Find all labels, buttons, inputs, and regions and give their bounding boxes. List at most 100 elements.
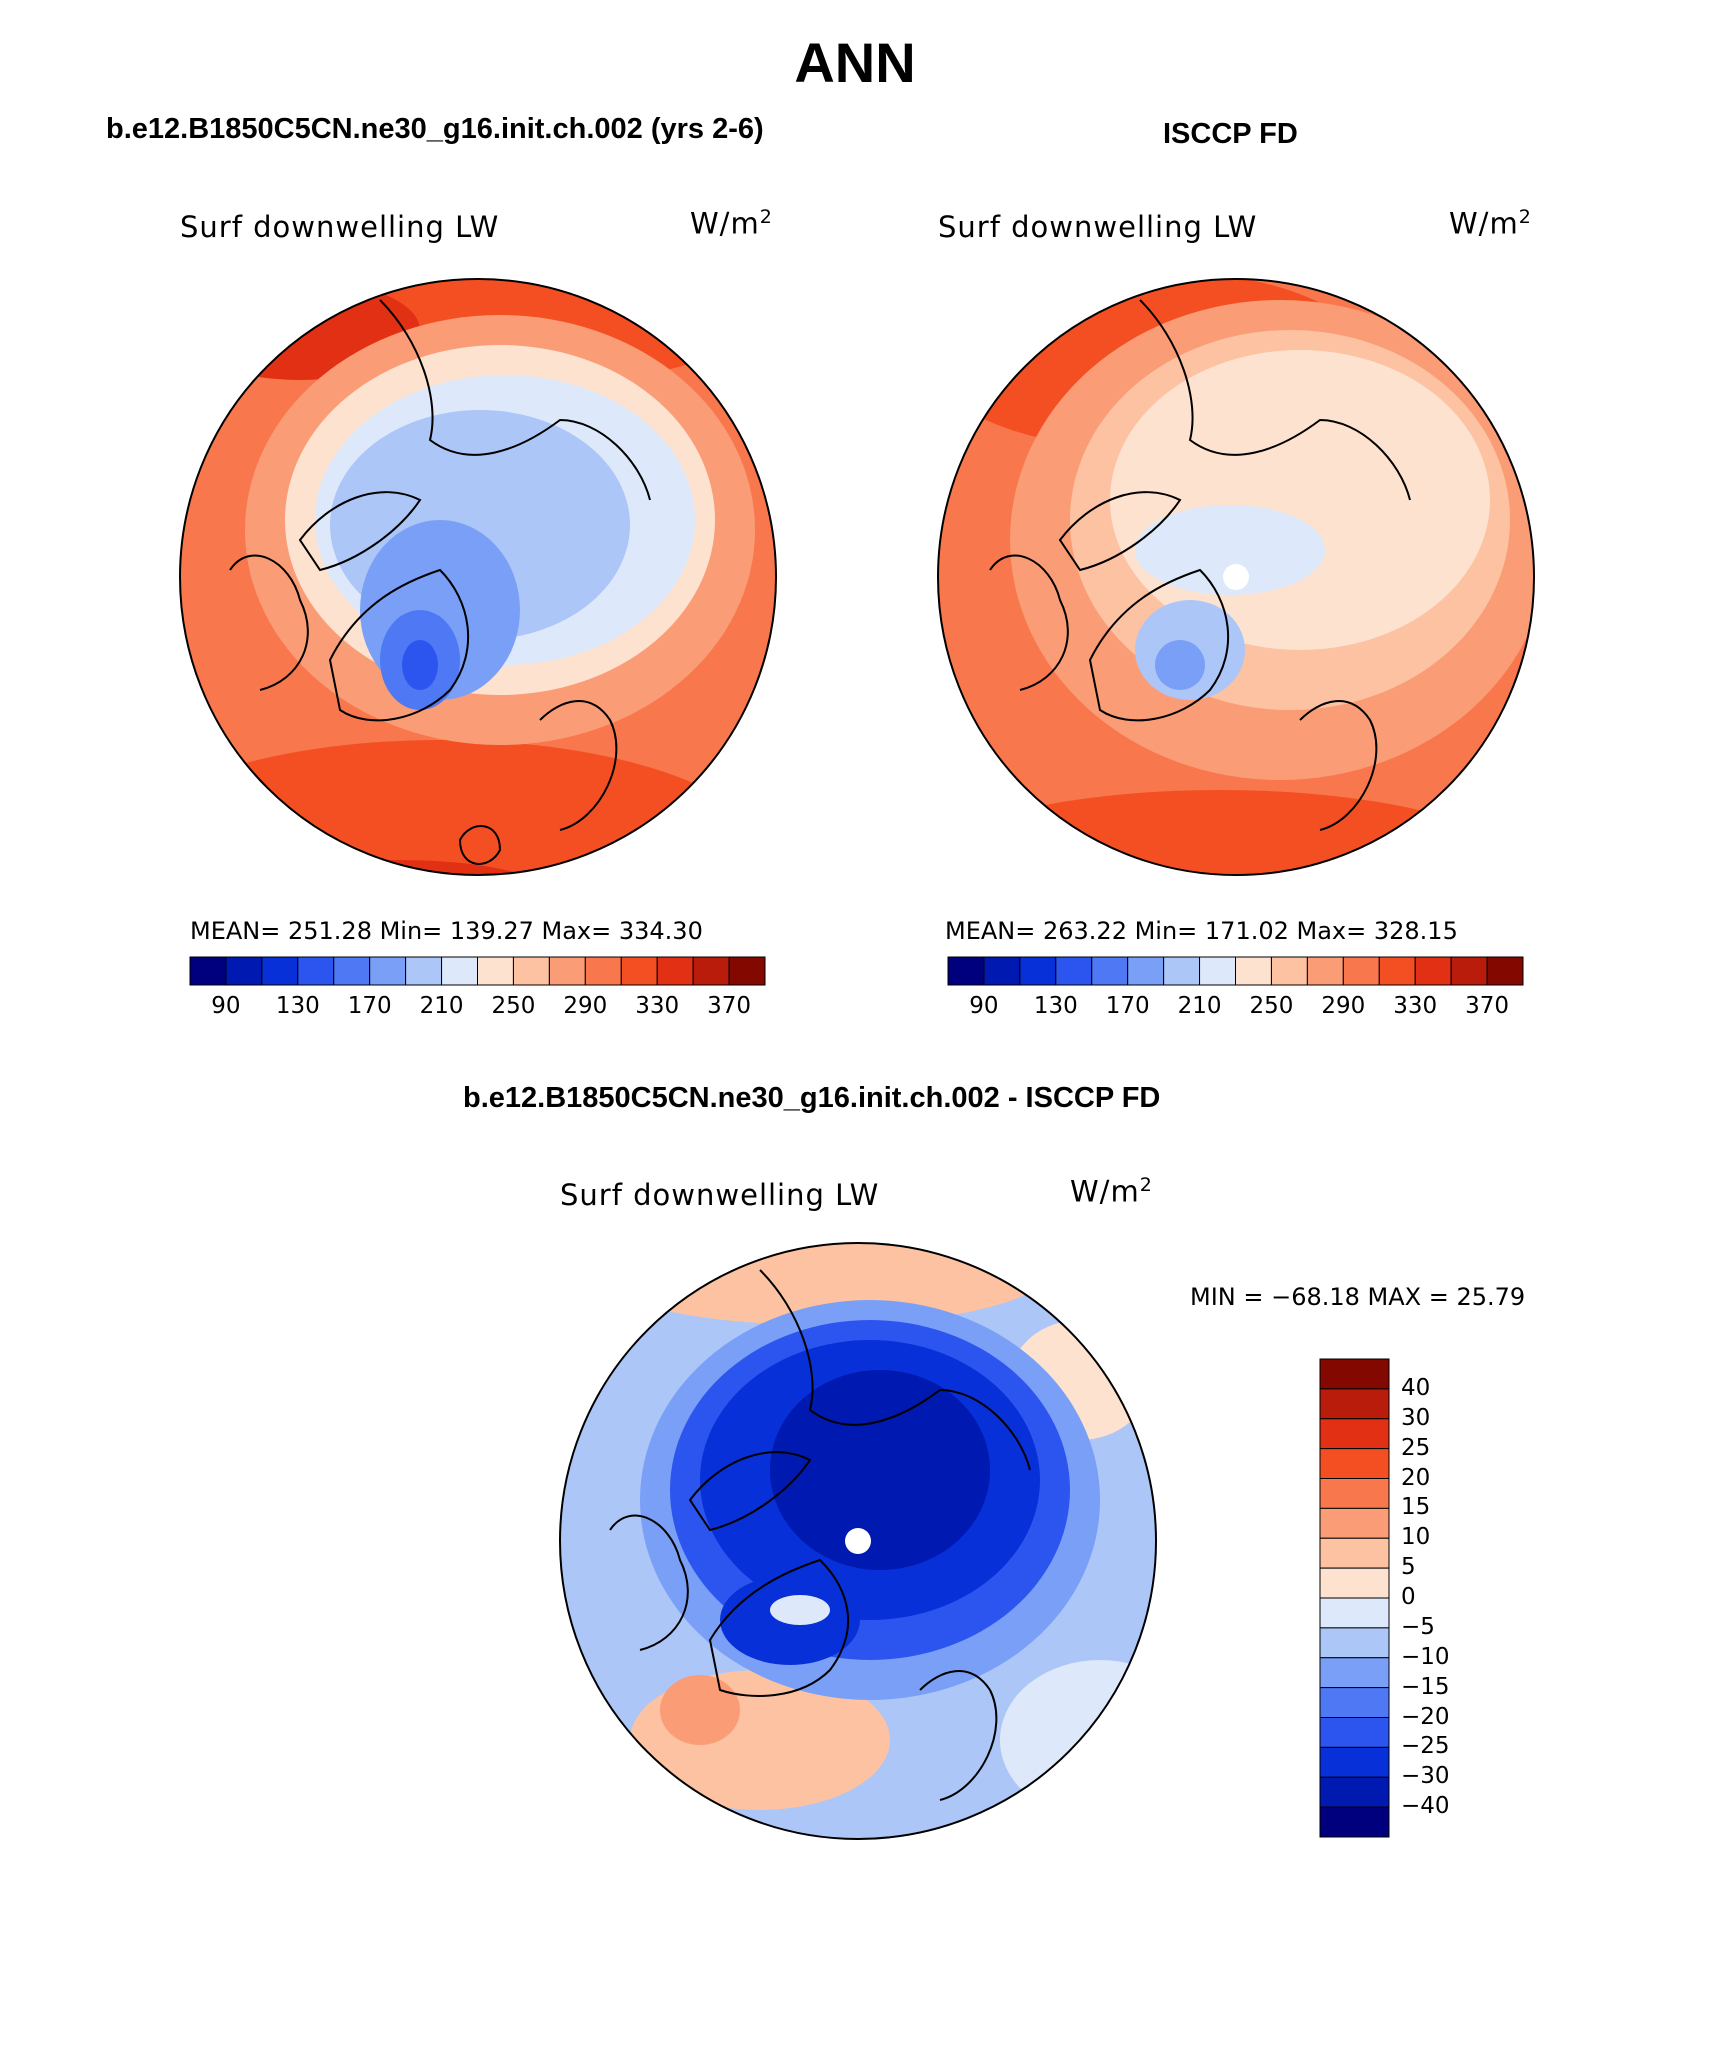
diff-colorbar-cell — [1319, 1537, 1390, 1569]
obs-colorbar-cell — [1235, 956, 1272, 986]
obs-stats: MEAN= 263.22 Min= 171.02 Max= 328.15 — [945, 917, 1458, 945]
model-colorbar-cell — [189, 956, 227, 986]
model-colorbar-cell — [656, 956, 694, 986]
diff-colorbar-tick-label: −15 — [1401, 1673, 1450, 1700]
diff-colorbar-cell — [1319, 1507, 1390, 1539]
obs-colorbar-tick-label: 290 — [1321, 993, 1366, 1019]
obs-colorbar-cell — [1342, 956, 1380, 986]
main-title: ANN — [794, 31, 916, 94]
diff-colorbar — [1319, 1358, 1390, 1838]
model-colorbar-cell — [692, 956, 730, 986]
model-colorbar-cell — [333, 956, 371, 986]
obs-colorbar-tick-label: 330 — [1393, 993, 1438, 1019]
model-colorbar-cell — [728, 956, 766, 986]
diff-colorbar-tick-label: 25 — [1401, 1434, 1431, 1461]
obs-colorbar-cell — [947, 956, 985, 986]
model-colorbar-tick-label: 330 — [635, 993, 680, 1019]
diff-colorbar-tick-label: −20 — [1401, 1703, 1450, 1730]
obs-colorbar-tick-label: 370 — [1465, 993, 1510, 1019]
diff-colorbar-tick-label: 40 — [1401, 1374, 1431, 1401]
obs-colorbar-cell — [1127, 956, 1165, 986]
diff-colorbar-tick-label: −25 — [1401, 1733, 1450, 1760]
model-colorbar-cell — [369, 956, 407, 986]
obs-colorbar-cell — [1414, 956, 1452, 986]
model-colorbar-tick-label: 370 — [707, 993, 752, 1019]
model-polar-map — [180, 279, 776, 875]
diff-colorbar-cell — [1319, 1776, 1390, 1808]
model-colorbar-cell — [441, 956, 478, 986]
diff-colorbar-tick-label: −30 — [1401, 1763, 1450, 1790]
obs-colorbar-cell — [1270, 956, 1308, 986]
model-colorbar-cell — [548, 956, 586, 986]
obs-colorbar-cell — [1450, 956, 1488, 986]
diff-variable-label: Surf downwelling LW — [560, 1178, 880, 1212]
diff-stats: MIN = −68.18 MAX = 25.79 — [1190, 1283, 1526, 1311]
diff-colorbar-tick-label: 30 — [1401, 1404, 1431, 1431]
diff-colorbar-cell — [1319, 1567, 1390, 1599]
diff-colorbar-cell — [1319, 1627, 1390, 1659]
obs-colorbar-tick-label: 130 — [1033, 993, 1078, 1019]
diff-map-border — [559, 1242, 1157, 1840]
obs-colorbar-cell — [1019, 956, 1057, 986]
obs-colorbar-cell — [1378, 956, 1416, 986]
diff-colorbar-tick-label: −40 — [1401, 1793, 1450, 1820]
diff-colorbar-cell — [1319, 1418, 1390, 1450]
obs-colorbar-cell — [1486, 956, 1524, 986]
obs-polar-map — [938, 279, 1534, 875]
obs-panel-title: ISCCP FD — [1163, 118, 1298, 150]
diff-colorbar-tick-label: −10 — [1401, 1643, 1450, 1670]
diff-colorbar-cell — [1319, 1657, 1390, 1689]
diff-colorbar-tick-label: −5 — [1401, 1613, 1435, 1640]
diff-units-label: W/m2 — [1070, 1174, 1153, 1209]
model-colorbar-cell — [405, 956, 443, 986]
model-colorbar-tick-label: 210 — [419, 993, 464, 1019]
model-colorbar-cell — [297, 956, 335, 986]
diff-colorbar-cell — [1319, 1597, 1390, 1629]
diff-panel-title: b.e12.B1850C5CN.ne30_g16.init.ch.002 - I… — [463, 1082, 1161, 1114]
diff-colorbar-cell — [1319, 1746, 1390, 1778]
obs-colorbar — [947, 956, 1524, 986]
model-colorbar-tick-label: 290 — [563, 993, 608, 1019]
obs-variable-label: Surf downwelling LW — [938, 210, 1258, 244]
obs-colorbar-cell — [983, 956, 1021, 986]
obs-colorbar-cell — [1163, 956, 1201, 986]
diff-colorbar-cell — [1319, 1806, 1390, 1838]
obs-colorbar-cell — [1091, 956, 1129, 986]
diff-colorbar-cell — [1319, 1478, 1390, 1509]
model-map-border — [179, 278, 777, 876]
model-colorbar-tick-label: 250 — [491, 993, 536, 1019]
diff-colorbar-cell — [1319, 1687, 1390, 1718]
diff-colorbar-tick-label: 10 — [1401, 1524, 1431, 1551]
obs-colorbar-cell — [1306, 956, 1344, 986]
model-colorbar-tick-label: 170 — [347, 993, 392, 1019]
diff-colorbar-tick-label: 5 — [1401, 1554, 1416, 1581]
model-units-label: W/m2 — [690, 206, 773, 241]
obs-units-label: W/m2 — [1449, 206, 1532, 241]
model-colorbar-cell — [584, 956, 622, 986]
diff-colorbar-tick-label: 20 — [1401, 1464, 1431, 1491]
obs-colorbar-cell — [1055, 956, 1093, 986]
diff-colorbar-tick-label: 0 — [1401, 1584, 1416, 1610]
diff-polar-map — [560, 1243, 1156, 1839]
obs-colorbar-tick-label: 170 — [1105, 993, 1150, 1019]
model-variable-label: Surf downwelling LW — [180, 210, 500, 244]
diff-colorbar-cell — [1319, 1358, 1390, 1390]
model-colorbar-cell — [261, 956, 299, 986]
model-colorbar-tick-label: 130 — [275, 993, 320, 1019]
obs-colorbar-cell — [1199, 956, 1236, 986]
model-colorbar-cell — [620, 956, 658, 986]
model-panel-title: b.e12.B1850C5CN.ne30_g16.init.ch.002 (yr… — [106, 113, 764, 145]
model-colorbar-cell — [512, 956, 550, 986]
obs-map-border — [937, 278, 1535, 876]
diff-colorbar-cell — [1319, 1388, 1390, 1420]
model-colorbar-tick-label: 90 — [211, 993, 241, 1019]
diff-colorbar-cell — [1319, 1448, 1390, 1479]
model-stats: MEAN= 251.28 Min= 139.27 Max= 334.30 — [190, 917, 703, 945]
model-colorbar-cell — [225, 956, 263, 986]
obs-colorbar-tick-label: 90 — [969, 993, 999, 1019]
model-colorbar — [189, 956, 766, 986]
obs-colorbar-tick-label: 250 — [1249, 993, 1294, 1019]
model-colorbar-cell — [477, 956, 514, 986]
obs-colorbar-tick-label: 210 — [1177, 993, 1222, 1019]
